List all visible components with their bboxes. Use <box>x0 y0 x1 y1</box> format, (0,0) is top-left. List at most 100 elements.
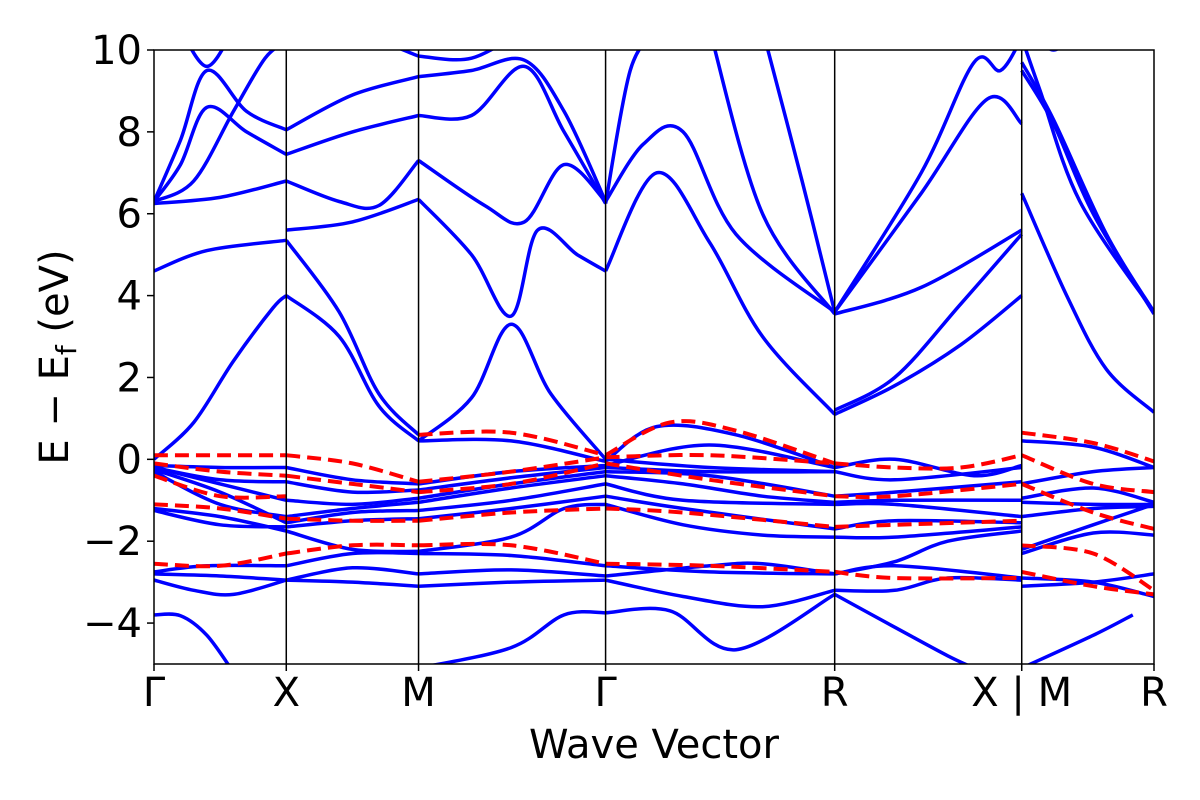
solid-blue-band-69 <box>713 50 837 316</box>
x-axis-title: Wave Vector <box>529 722 780 768</box>
dashed-red-band-6 <box>286 473 419 495</box>
dashed-red-band-22 <box>834 569 1022 581</box>
solid-blue-band-82 <box>833 294 1023 416</box>
solid-blue-band-23 <box>286 508 419 525</box>
solid-blue-band-60 <box>605 473 835 505</box>
solid-blue-band-65 <box>605 457 835 474</box>
dashed-red-band-26 <box>1021 543 1154 593</box>
dashed-red-band-11 <box>418 461 607 495</box>
solid-blue-band-49 <box>417 159 607 226</box>
plot-frame <box>153 49 1155 665</box>
y-axis-title-main: E − E <box>32 355 78 465</box>
x-tick-label: M <box>401 670 436 716</box>
solid-blue-band-94 <box>1021 486 1154 505</box>
solid-blue-band-38 <box>418 551 606 568</box>
solid-blue-band-10 <box>154 463 287 470</box>
solid-blue-band-35 <box>430 610 606 664</box>
solid-blue-band-91 <box>1021 502 1154 552</box>
solid-blue-band-56 <box>605 564 835 576</box>
solid-blue-band-29 <box>284 239 420 437</box>
solid-blue-band-5 <box>154 508 287 529</box>
solid-blue-band-100 <box>1020 192 1154 414</box>
y-tick-label: −2 <box>83 519 142 565</box>
dashed-red-band-18 <box>605 561 835 574</box>
dashed-red-band-20 <box>834 481 1022 500</box>
solid-blue-band-51 <box>418 56 608 203</box>
dashed-red-band-2 <box>154 473 287 500</box>
solid-blue-band-59 <box>605 482 835 507</box>
solid-blue-band-90 <box>1021 530 1154 556</box>
x-tick-label: Γ <box>594 670 617 716</box>
dashed-red-band-15 <box>605 452 835 466</box>
solid-blue-band-95 <box>1021 465 1154 486</box>
solid-blue-band-20 <box>285 550 419 568</box>
solid-blue-band-78 <box>834 498 1022 505</box>
solid-blue-band-48 <box>417 198 607 318</box>
solid-blue-band-83 <box>833 233 1024 412</box>
solid-blue-band-28 <box>285 294 420 443</box>
dashed-red-band-1 <box>154 461 287 478</box>
dashed-red-band-16 <box>605 461 835 499</box>
solid-blue-band-12 <box>154 238 287 273</box>
y-tick-label: 6 <box>117 192 142 238</box>
y-tick-label: 4 <box>117 274 142 320</box>
solid-blue-band-99 <box>1024 50 1154 313</box>
solid-blue-band-93 <box>1021 500 1154 507</box>
y-axis-title-subscript: f <box>50 344 83 355</box>
solid-blue-band-54 <box>605 578 836 609</box>
dashed-red-band-17 <box>605 506 835 529</box>
solid-blue-band-25 <box>286 496 419 507</box>
solid-blue-band-31 <box>285 159 420 211</box>
solid-blue-band-98 <box>1020 61 1154 313</box>
solid-blue-band-79 <box>834 480 1022 498</box>
y-axis-ticks: −4 −2 0 2 4 6 8 10 <box>83 28 154 647</box>
solid-blue-band-9 <box>154 465 287 484</box>
solid-blue-band-2 <box>154 572 287 582</box>
dashed-red-band-9 <box>418 429 607 458</box>
solid-blue-band-53 <box>605 592 836 652</box>
solid-blue-band-42 <box>418 473 606 505</box>
solid-blue-band-81 <box>834 457 1023 478</box>
solid-blue-band-57 <box>605 502 835 539</box>
solid-blue-band-21 <box>285 529 419 554</box>
x-tick-label: X | M <box>971 670 1072 716</box>
solid-blue-band-24 <box>286 500 419 519</box>
y-axis-title: E − Ef (eV) <box>32 249 83 464</box>
solid-blue-band-32 <box>285 113 420 157</box>
solid-blue-band-1 <box>154 578 287 597</box>
solid-blue-band-11 <box>154 294 288 461</box>
solid-blue-band-13 <box>154 179 287 206</box>
solid-blue-band-15 <box>154 104 288 203</box>
y-tick-label: 0 <box>117 437 142 483</box>
solid-blue-band-76 <box>834 518 1022 531</box>
y-axis-title-unit: (eV) <box>32 249 78 345</box>
dashed-red-band-14 <box>604 419 836 466</box>
solid-blue-band-41 <box>418 482 606 513</box>
dashed-red-band-23 <box>1021 430 1154 464</box>
solid-blue-band-70 <box>766 50 837 313</box>
dashed-red-band-3 <box>154 502 287 521</box>
x-axis-ticks: Γ X M Γ R X | M R <box>143 664 1168 716</box>
solid-blue-band-75 <box>834 525 1022 540</box>
y-tick-label: 8 <box>117 110 142 156</box>
solid-blue-band-34 <box>398 50 420 58</box>
dashed-red-band-5 <box>286 453 420 484</box>
solid-blue-band-27 <box>285 465 419 486</box>
solid-blue-band-47 <box>417 322 607 461</box>
solid-blue-band-87 <box>1026 613 1134 664</box>
x-tick-label: R <box>821 670 849 716</box>
solid-blue-band-101 <box>1048 50 1060 52</box>
solid-blue-band-84 <box>834 228 1023 316</box>
solid-blue-band-33 <box>285 74 420 132</box>
solid-blue-band-0 <box>154 612 230 664</box>
solid-blue-band-85 <box>833 94 1023 314</box>
dashed-red-band-19 <box>834 453 1023 471</box>
solid-blue-band-68 <box>603 50 642 204</box>
solid-blue-band-46 <box>418 437 606 464</box>
solid-blue-band-80 <box>834 465 1022 482</box>
solid-blue-band-92 <box>1021 504 1154 519</box>
dashed-red-band-10 <box>418 455 606 484</box>
solid-blue-band-16 <box>154 68 288 203</box>
dashed-red-band-13 <box>418 541 606 566</box>
